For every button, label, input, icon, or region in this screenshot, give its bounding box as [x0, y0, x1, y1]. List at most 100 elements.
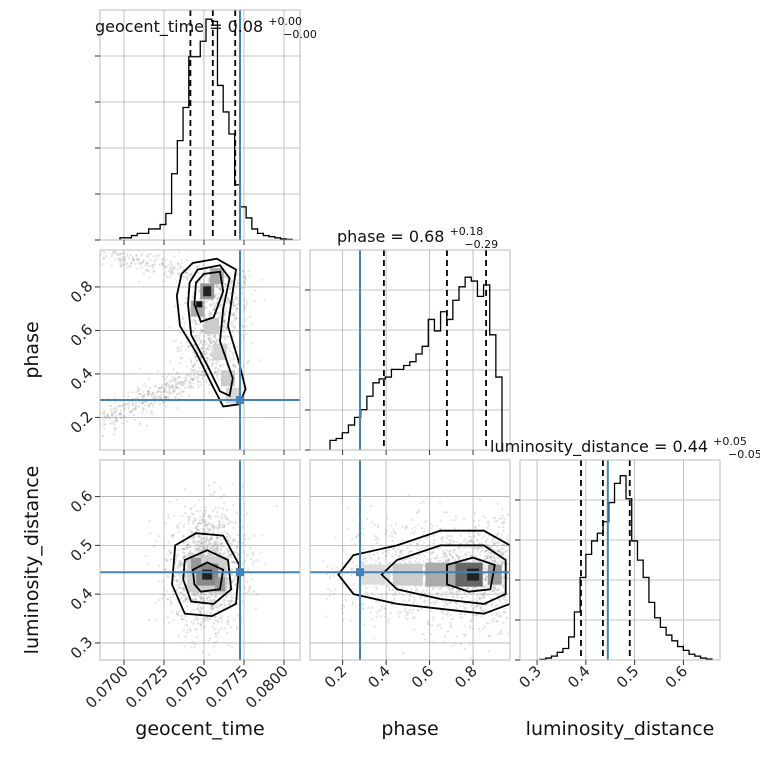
- scatter-point: [107, 415, 111, 418]
- scatter-point: [64, 432, 66, 434]
- scatter-point: [147, 390, 150, 393]
- scatter-point: [218, 378, 222, 381]
- scatter-point: [186, 631, 189, 634]
- scatter-point: [431, 551, 435, 554]
- scatter-point: [328, 594, 331, 597]
- scatter-point: [191, 520, 195, 523]
- scatter-point: [456, 595, 459, 598]
- scatter-point: [177, 272, 180, 275]
- scatter-point: [226, 532, 229, 536]
- scatter-point: [141, 401, 144, 405]
- scatter-point: [214, 370, 217, 373]
- scatter-point: [155, 254, 159, 258]
- scatter-point: [485, 549, 488, 552]
- scatter-point: [428, 543, 431, 547]
- scatter-point: [171, 385, 174, 388]
- scatter-point: [200, 554, 203, 557]
- scatter-point: [365, 517, 369, 521]
- contour-level: [446, 556, 496, 593]
- scatter-point: [176, 524, 180, 527]
- scatter-point: [214, 549, 217, 552]
- scatter-point: [148, 276, 151, 279]
- scatter-point: [234, 316, 237, 319]
- scatter-point: [240, 324, 244, 327]
- scatter-point: [101, 250, 104, 254]
- scatter-point: [133, 407, 137, 410]
- scatter-point: [134, 406, 137, 410]
- scatter-point: [176, 349, 180, 352]
- scatter-point: [208, 542, 211, 546]
- scatter-point: [178, 381, 182, 385]
- scatter-point: [162, 587, 166, 590]
- scatter-point: [473, 512, 476, 515]
- scatter-point: [214, 515, 217, 518]
- scatter-point: [206, 347, 209, 351]
- scatter-point: [438, 527, 442, 531]
- scatter-point: [484, 573, 487, 577]
- scatter-point: [243, 282, 247, 285]
- scatter-point: [398, 545, 401, 548]
- scatter-point: [496, 546, 499, 549]
- scatter-point: [500, 548, 503, 551]
- scatter-point: [217, 292, 221, 296]
- scatter-point: [215, 366, 218, 369]
- scatter-point: [482, 514, 485, 518]
- scatter-point: [165, 590, 168, 593]
- scatter-point: [175, 386, 179, 389]
- scatter-point: [189, 553, 193, 556]
- scatter-point: [397, 548, 400, 551]
- scatter-point: [220, 531, 223, 534]
- scatter-point: [427, 586, 430, 589]
- scatter-point: [222, 294, 226, 298]
- scatter-point: [172, 390, 175, 393]
- scatter-point: [236, 541, 240, 544]
- scatter-point: [409, 588, 413, 591]
- scatter-point: [106, 413, 110, 416]
- scatter-point: [147, 253, 150, 256]
- scatter-point: [228, 288, 232, 291]
- scatter-point: [209, 538, 212, 541]
- scatter-point: [168, 392, 171, 396]
- scatter-point: [151, 391, 155, 394]
- scatter-point: [220, 603, 224, 607]
- scatter-point: [216, 337, 220, 341]
- scatter-point: [207, 336, 210, 340]
- scatter-point: [386, 585, 390, 588]
- scatter-point: [181, 390, 184, 393]
- scatter-point: [350, 568, 353, 571]
- scatter-point: [197, 550, 200, 554]
- scatter-point: [178, 580, 182, 583]
- scatter-point: [483, 625, 487, 628]
- scatter-point: [153, 259, 156, 263]
- scatter-point: [486, 554, 489, 557]
- scatter-point: [253, 299, 256, 303]
- scatter-point: [166, 598, 169, 601]
- scatter-point: [196, 622, 199, 625]
- scatter-point: [185, 623, 188, 626]
- scatter-point: [471, 614, 475, 617]
- scatter-point: [465, 551, 468, 555]
- scatter-point: [389, 611, 392, 614]
- scatter-point: [147, 269, 150, 273]
- scatter-point: [123, 257, 126, 261]
- scatter-point: [112, 250, 115, 253]
- scatter-point: [199, 279, 202, 282]
- scatter-point: [422, 500, 425, 504]
- scatter-point: [189, 345, 192, 348]
- scatter-point: [432, 542, 435, 545]
- scatter-point: [233, 298, 236, 301]
- scatter-point: [216, 371, 220, 374]
- scatter-point: [164, 258, 168, 262]
- scatter-point: [444, 552, 448, 556]
- scatter-point: [392, 592, 395, 595]
- scatter-point: [204, 313, 207, 317]
- scatter-point: [416, 543, 419, 546]
- scatter-point: [115, 419, 118, 422]
- scatter-point: [498, 557, 501, 561]
- scatter-point: [505, 537, 509, 541]
- scatter-point: [485, 557, 488, 560]
- scatter-point: [426, 621, 429, 624]
- scatter-point: [213, 307, 217, 310]
- scatter-point: [136, 388, 140, 392]
- scatter-point: [199, 622, 202, 625]
